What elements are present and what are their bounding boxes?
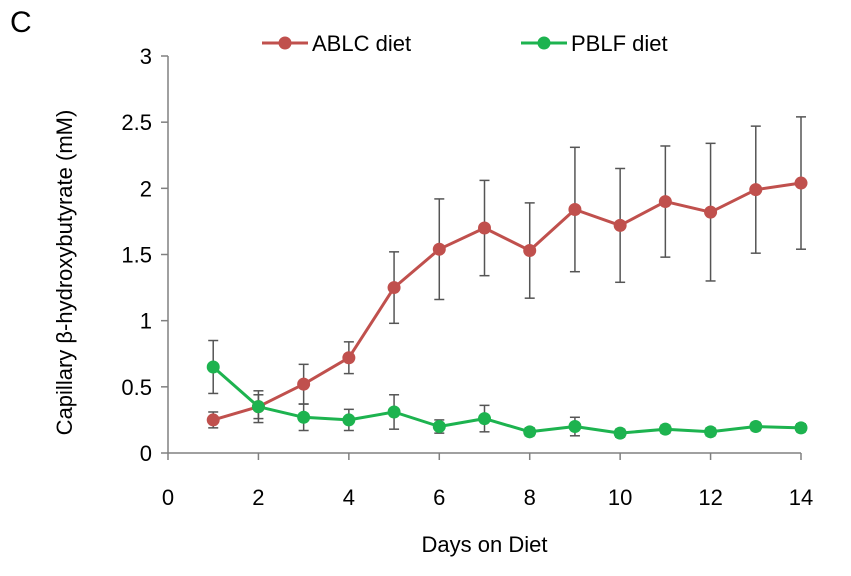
x-axis-title: Days on Diet xyxy=(422,532,548,557)
series-line-pblf-diet xyxy=(212,365,802,435)
data-point-ablc-diet xyxy=(568,203,582,217)
data-point-ablc-diet xyxy=(342,351,356,365)
legend-marker-pblf-diet xyxy=(537,36,551,50)
data-point-pblf-diet xyxy=(387,405,401,419)
data-point-ablc-diet xyxy=(387,281,401,295)
data-point-ablc-diet xyxy=(794,176,808,190)
y-tick-label: 0.5 xyxy=(121,375,152,400)
x-tick-label: 0 xyxy=(162,485,174,510)
data-point-pblf-diet xyxy=(251,400,265,414)
x-tick-label: 6 xyxy=(433,485,445,510)
y-tick-label: 2 xyxy=(140,176,152,201)
data-point-ablc-diet xyxy=(658,195,672,209)
legend-label-pblf-diet: PBLF diet xyxy=(571,31,668,56)
x-tick-label: 10 xyxy=(608,485,632,510)
data-point-pblf-diet xyxy=(523,425,537,439)
data-point-ablc-diet xyxy=(613,218,627,232)
data-point-pblf-diet xyxy=(206,360,220,374)
error-bars xyxy=(208,116,806,438)
data-point-ablc-diet xyxy=(704,205,718,219)
series-line-ablc-diet xyxy=(212,181,802,422)
data-point-ablc-diet xyxy=(297,377,311,391)
data-point-pblf-diet xyxy=(794,421,808,435)
y-tick-label: 1.5 xyxy=(121,243,152,268)
panel-label: C xyxy=(10,6,32,39)
data-point-pblf-diet xyxy=(342,413,356,427)
x-tick-label: 14 xyxy=(789,485,813,510)
x-tick-label: 8 xyxy=(524,485,536,510)
y-tick-label: 2.5 xyxy=(121,110,152,135)
data-point-pblf-diet xyxy=(297,410,311,424)
data-point-pblf-diet xyxy=(749,420,763,434)
data-point-pblf-diet xyxy=(613,426,627,440)
data-point-ablc-diet xyxy=(478,221,491,235)
data-point-ablc-diet xyxy=(749,183,763,197)
data-point-pblf-diet xyxy=(658,422,672,436)
x-tick-label: 2 xyxy=(252,485,264,510)
data-point-pblf-diet xyxy=(704,425,718,439)
y-axis-title: Capillary β-hydroxybutyrate (mM) xyxy=(52,110,77,436)
data-point-ablc-diet xyxy=(206,413,220,427)
x-tick-label: 4 xyxy=(343,485,355,510)
data-point-pblf-diet xyxy=(478,412,491,426)
legend: ABLC diet PBLF diet xyxy=(262,31,668,56)
y-tick-label: 3 xyxy=(140,44,152,69)
legend-label-ablc-diet: ABLC diet xyxy=(312,31,411,56)
data-points xyxy=(206,176,808,440)
y-tick-label: 1 xyxy=(140,309,152,334)
axes: 0 0.5 1 1.5 2 2.5 3 0 2 4 6 8 10 12 14 xyxy=(121,44,813,510)
data-point-pblf-diet xyxy=(568,420,582,434)
data-point-ablc-diet xyxy=(523,244,537,258)
data-point-ablc-diet xyxy=(432,242,446,256)
legend-marker-ablc-diet xyxy=(278,36,292,50)
data-point-pblf-diet xyxy=(432,420,446,434)
y-tick-label: 0 xyxy=(140,441,152,466)
series-lines xyxy=(212,181,802,435)
x-tick-label: 12 xyxy=(698,485,722,510)
